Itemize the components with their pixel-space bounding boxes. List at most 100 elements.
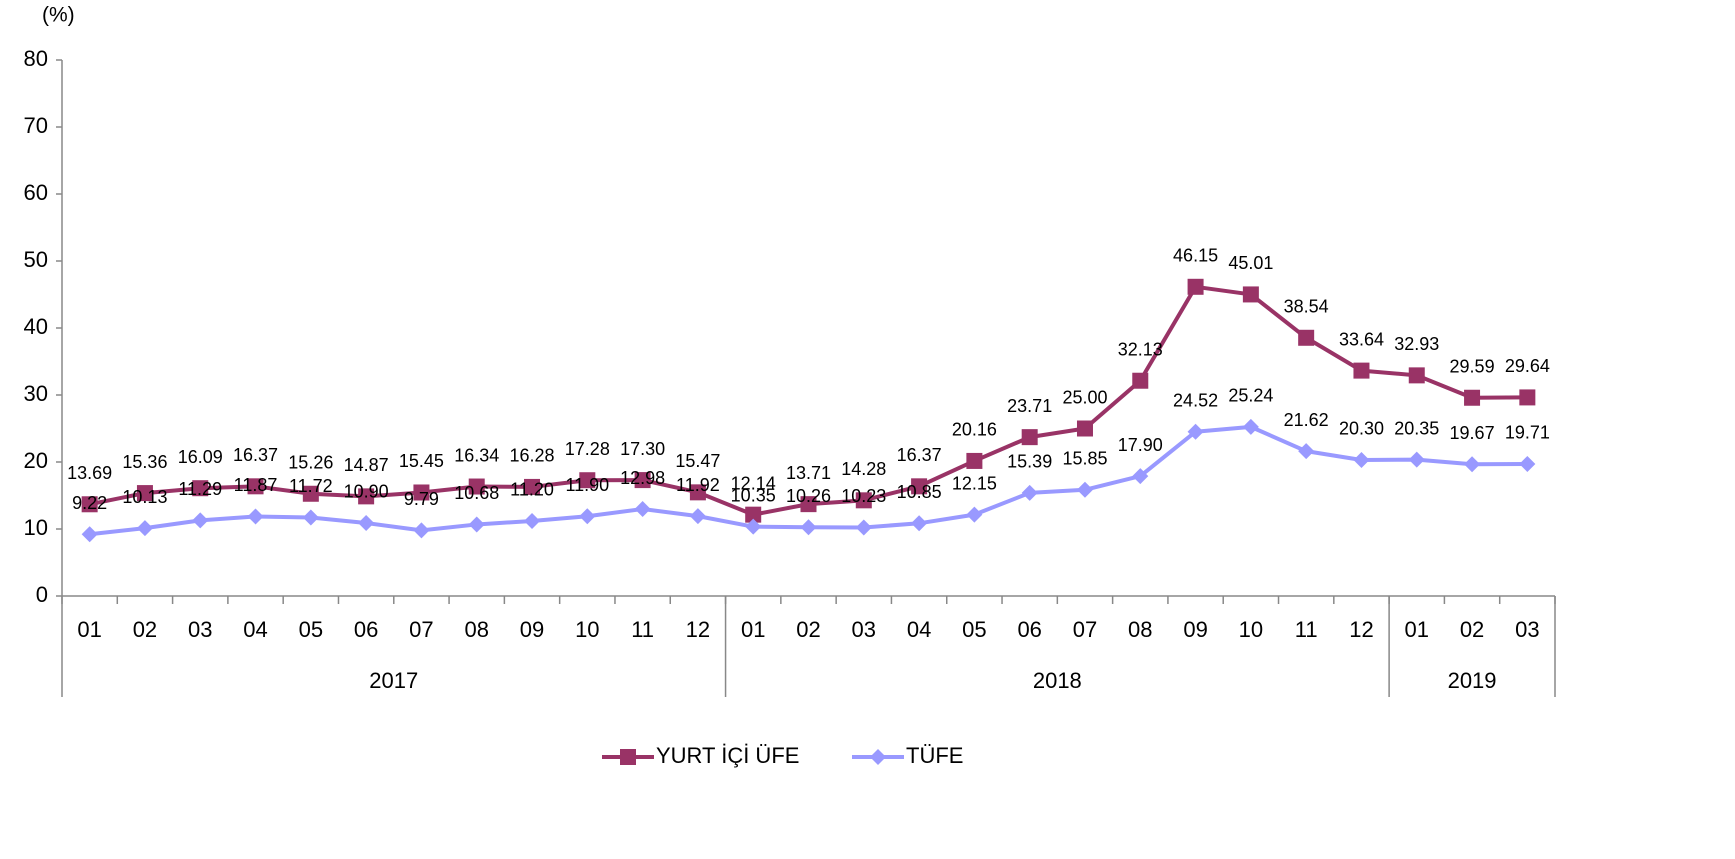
data-point	[800, 496, 817, 513]
x-tick-label: 03	[1515, 617, 1539, 642]
data-point	[1076, 481, 1093, 498]
data-label: 46.15	[1173, 246, 1218, 266]
data-point	[634, 472, 651, 489]
x-tick-label: 11	[631, 617, 654, 642]
data-point	[1187, 278, 1204, 295]
data-label: 10.35	[731, 485, 776, 505]
x-tick-label: 10	[1239, 617, 1263, 642]
data-label: 20.16	[952, 420, 997, 440]
data-point	[1242, 286, 1259, 303]
data-label: 15.39	[1007, 452, 1052, 472]
x-tick-label: 12	[1349, 617, 1373, 642]
x-tick-label: 09	[1183, 617, 1207, 642]
group-label: 2019	[1448, 668, 1497, 693]
data-point	[800, 519, 817, 536]
data-label: 20.35	[1394, 418, 1439, 438]
data-point	[1132, 372, 1149, 389]
data-label: 45.01	[1228, 253, 1273, 273]
data-label: 11.90	[565, 475, 609, 495]
data-label: 15.47	[675, 451, 720, 471]
data-point	[1021, 429, 1038, 446]
data-point	[1021, 484, 1038, 501]
y-tick-label: 20	[24, 448, 48, 473]
data-label: 24.52	[1173, 390, 1218, 410]
data-label: 10.85	[897, 482, 942, 502]
x-tick-label: 12	[686, 617, 710, 642]
data-label: 12.98	[620, 468, 665, 488]
x-tick-label: 03	[188, 617, 212, 642]
data-label: 10.13	[122, 487, 167, 507]
data-point	[413, 484, 430, 501]
data-point	[1408, 367, 1425, 384]
data-point	[911, 478, 928, 495]
data-label: 11.87	[234, 475, 278, 495]
data-point	[1519, 455, 1536, 472]
data-point	[358, 488, 375, 505]
data-label: 17.90	[1118, 435, 1163, 455]
data-label: 11.72	[289, 476, 333, 496]
data-label: 16.37	[897, 445, 942, 465]
data-label: 13.69	[67, 463, 112, 483]
y-tick-label: 50	[24, 247, 48, 272]
data-label: 11.29	[178, 479, 222, 499]
data-label: 38.54	[1284, 297, 1329, 317]
x-tick-label: 08	[464, 617, 488, 642]
x-tick-label: 06	[354, 617, 378, 642]
y-tick-label: 40	[24, 314, 48, 339]
x-tick-label: 01	[1405, 617, 1429, 642]
data-point	[966, 452, 983, 469]
data-label: 12.14	[731, 473, 776, 493]
data-point	[579, 508, 596, 525]
x-tick-label: 02	[1460, 617, 1484, 642]
data-label: 17.30	[620, 439, 665, 459]
data-point	[1408, 451, 1425, 468]
y-tick-label: 10	[24, 515, 48, 540]
data-point	[1353, 362, 1370, 379]
x-tick-label: 02	[133, 617, 157, 642]
data-label: 25.24	[1228, 386, 1273, 406]
x-tick-label: 09	[520, 617, 544, 642]
y-tick-label: 60	[24, 180, 48, 205]
data-label: 21.62	[1284, 410, 1329, 430]
x-tick-label: 10	[575, 617, 599, 642]
x-tick-label: 08	[1128, 617, 1152, 642]
data-point	[966, 506, 983, 523]
x-tick-label: 07	[409, 617, 433, 642]
data-point	[247, 478, 264, 495]
group-label: 2018	[1033, 668, 1082, 693]
data-point	[855, 519, 872, 536]
data-point	[911, 515, 928, 532]
data-point	[192, 512, 209, 529]
data-point	[468, 516, 485, 533]
data-point	[81, 526, 98, 543]
data-label: 14.87	[344, 455, 389, 475]
data-label: 15.85	[1062, 449, 1107, 469]
data-label: 23.71	[1007, 396, 1052, 416]
data-label: 15.45	[399, 451, 444, 471]
legend-marker	[870, 749, 886, 765]
data-point	[1519, 389, 1536, 406]
data-label: 15.36	[122, 452, 167, 472]
data-point	[524, 478, 541, 495]
x-tick-label: 04	[907, 617, 931, 642]
data-point	[192, 480, 209, 497]
y-tick-label: 0	[36, 582, 48, 607]
x-tick-label: 03	[852, 617, 876, 642]
data-point	[634, 501, 651, 518]
data-label: 32.93	[1394, 334, 1439, 354]
data-point	[689, 508, 706, 525]
data-label: 19.67	[1450, 423, 1495, 443]
data-label: 13.71	[786, 463, 831, 483]
data-point	[302, 485, 319, 502]
data-point	[1076, 420, 1093, 437]
data-point	[1298, 443, 1315, 460]
y-tick-label: 30	[24, 381, 48, 406]
x-tick-label: 06	[1017, 617, 1041, 642]
data-label: 10.23	[841, 486, 886, 506]
data-point	[302, 509, 319, 526]
data-label: 32.13	[1118, 339, 1163, 359]
data-point	[1464, 456, 1481, 473]
group-label: 2017	[369, 668, 418, 693]
x-tick-label: 11	[1295, 617, 1318, 642]
data-label: 19.71	[1505, 423, 1550, 443]
